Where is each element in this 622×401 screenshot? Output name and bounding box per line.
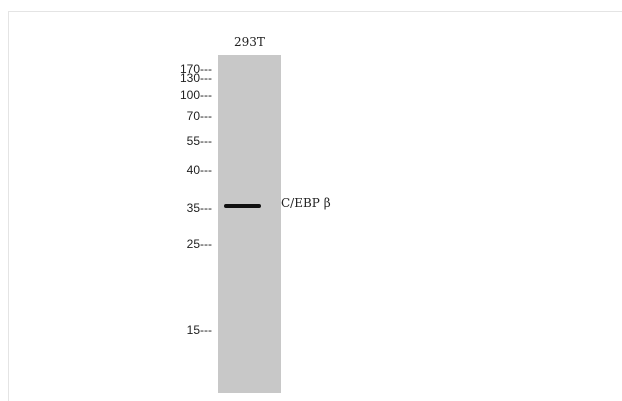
marker-100: 100--- xyxy=(179,88,212,102)
lane-label: 293T xyxy=(234,35,265,49)
marker-170: 170--- xyxy=(179,62,212,76)
frame-top-border xyxy=(8,11,622,12)
band-label: C/EBP β xyxy=(281,196,331,210)
marker-25: 25--- xyxy=(186,237,212,251)
gel-lane xyxy=(218,55,281,393)
marker-130: 130--- xyxy=(179,71,212,85)
protein-band xyxy=(224,204,261,208)
marker-55: 55--- xyxy=(186,134,212,148)
marker-35: 35--- xyxy=(186,201,212,215)
marker-15: 15--- xyxy=(186,323,212,337)
frame-left-border xyxy=(8,11,9,401)
marker-40: 40--- xyxy=(186,163,212,177)
marker-70: 70--- xyxy=(186,109,212,123)
